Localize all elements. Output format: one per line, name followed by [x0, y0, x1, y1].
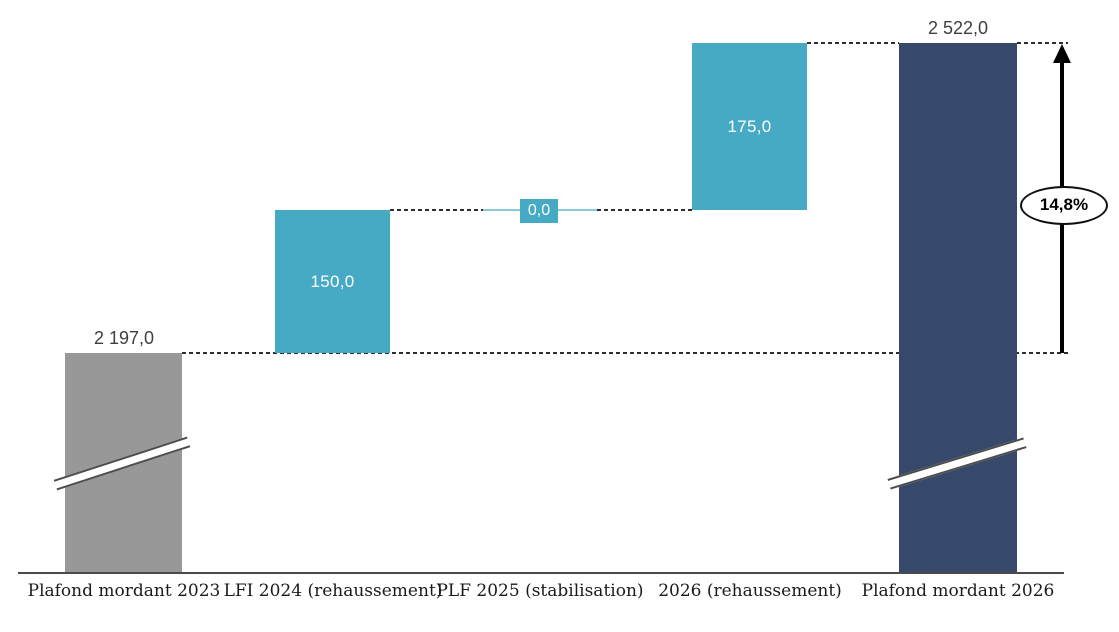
arrow-head-icon — [1053, 44, 1071, 63]
x-axis-label-plafond-2026: Plafond mordant 2026 — [861, 581, 1055, 601]
bar-value-label-lfi-2024: 150,0 — [310, 272, 355, 291]
bar-value-label-plf-2025: 0,0 — [520, 199, 558, 223]
bar-lfi-2024: 150,0 — [275, 210, 390, 353]
bar-value-label-2026: 2 522,0 — [927, 18, 989, 38]
x-axis-line — [18, 572, 1064, 574]
bar-value-label-2023: 2 197,0 — [93, 328, 155, 348]
connector-line-2347-right — [597, 209, 692, 211]
x-axis-label-lfi-2024: LFI 2024 (rehaussement) — [223, 581, 443, 601]
connector-line-2522-left — [807, 42, 899, 44]
percent-change-badge: 14,8% — [1020, 186, 1108, 225]
connector-line-2347-left — [390, 209, 483, 211]
bar-plafond-2026 — [899, 43, 1017, 573]
bar-2026-rehaussement: 175,0 — [692, 43, 807, 210]
bar-value-label-2026-rehaussement: 175,0 — [727, 117, 772, 136]
connector-line-2522-right — [1017, 42, 1068, 44]
x-axis-label-2026-rehaussement: 2026 (rehaussement) — [658, 581, 842, 601]
percent-change-label: 14,8% — [1039, 195, 1089, 214]
x-axis-label-plafond-2023: Plafond mordant 2023 — [27, 581, 221, 601]
connector-line-2197 — [182, 352, 1068, 354]
x-axis-label-plf-2025: PLF 2025 (stabilisation) — [436, 581, 644, 601]
